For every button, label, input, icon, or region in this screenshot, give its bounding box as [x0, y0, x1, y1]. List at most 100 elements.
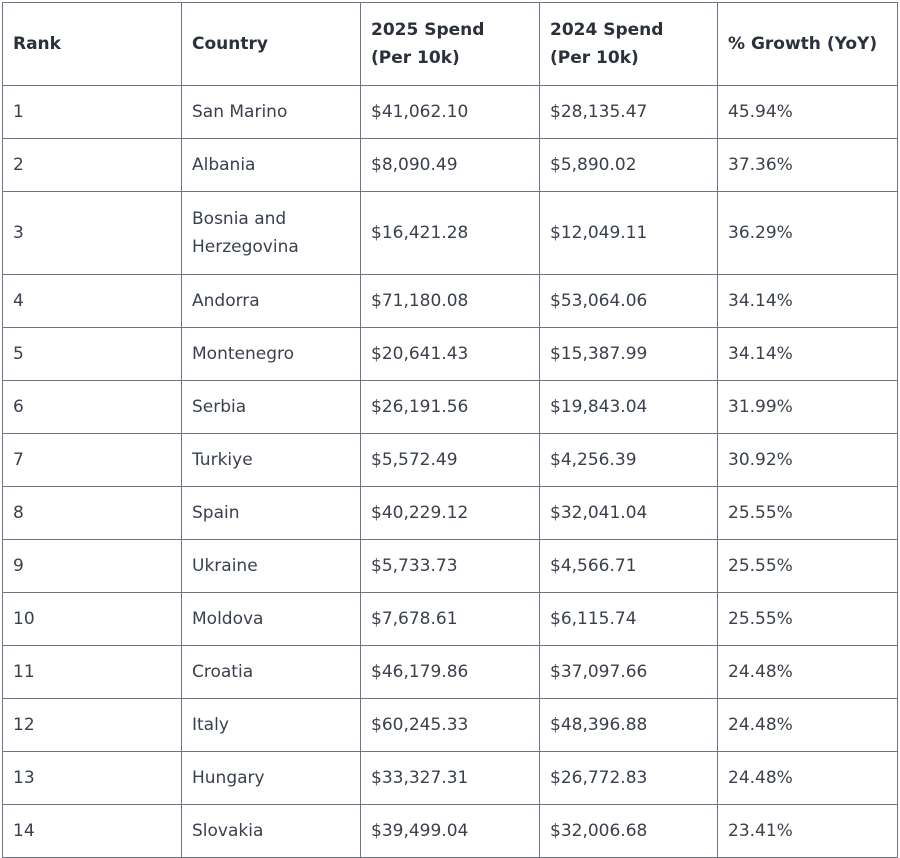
cell-rank: 10 — [2, 592, 182, 646]
cell-country: Slovakia — [181, 804, 361, 858]
cell-country: Bosnia and Herzegovina — [181, 191, 361, 275]
cell-country: Serbia — [181, 380, 361, 434]
table-row: 10 Moldova $7,678.61 $6,115.74 25.55% — [2, 592, 898, 646]
cell-spend-2025: $71,180.08 — [360, 274, 540, 328]
cell-growth: 45.94% — [717, 85, 898, 139]
table-row: 9 Ukraine $5,733.73 $4,566.71 25.55% — [2, 539, 898, 593]
cell-rank: 6 — [2, 380, 182, 434]
cell-growth: 30.92% — [717, 433, 898, 487]
cell-spend-2024: $4,566.71 — [539, 539, 718, 593]
cell-spend-2025: $8,090.49 — [360, 138, 540, 192]
cell-growth: 24.48% — [717, 645, 898, 699]
cell-country-line2: Herzegovina — [192, 237, 299, 257]
cell-spend-2025: $5,572.49 — [360, 433, 540, 487]
cell-country: Andorra — [181, 274, 361, 328]
cell-growth: 31.99% — [717, 380, 898, 434]
cell-country: Croatia — [181, 645, 361, 699]
header-rank: Rank — [2, 2, 182, 86]
cell-spend-2025: $7,678.61 — [360, 592, 540, 646]
cell-spend-2025: $46,179.86 — [360, 645, 540, 699]
cell-country: Spain — [181, 486, 361, 540]
cell-country: San Marino — [181, 85, 361, 139]
table-row: 4 Andorra $71,180.08 $53,064.06 34.14% — [2, 274, 898, 328]
cell-spend-2025: $39,499.04 — [360, 804, 540, 858]
cell-country: Italy — [181, 698, 361, 752]
cell-rank: 9 — [2, 539, 182, 593]
cell-rank: 12 — [2, 698, 182, 752]
cell-rank: 8 — [2, 486, 182, 540]
cell-rank: 2 — [2, 138, 182, 192]
cell-rank: 14 — [2, 804, 182, 858]
cell-spend-2025: $41,062.10 — [360, 85, 540, 139]
table-row: 11 Croatia $46,179.86 $37,097.66 24.48% — [2, 645, 898, 699]
cell-spend-2025: $26,191.56 — [360, 380, 540, 434]
header-country-label: Country — [192, 34, 268, 54]
cell-spend-2025: $20,641.43 — [360, 327, 540, 381]
cell-spend-2025: $16,421.28 — [360, 191, 540, 275]
cell-country: Ukraine — [181, 539, 361, 593]
cell-rank: 13 — [2, 751, 182, 805]
table-row: 12 Italy $60,245.33 $48,396.88 24.48% — [2, 698, 898, 752]
cell-spend-2024: $32,006.68 — [539, 804, 718, 858]
cell-growth: 36.29% — [717, 191, 898, 275]
cell-spend-2025: $60,245.33 — [360, 698, 540, 752]
header-country: Country — [181, 2, 361, 86]
cell-spend-2024: $37,097.66 — [539, 645, 718, 699]
header-growth: % Growth (YoY) — [717, 2, 898, 86]
cell-spend-2024: $12,049.11 — [539, 191, 718, 275]
cell-rank: 3 — [2, 191, 182, 275]
cell-growth: 25.55% — [717, 486, 898, 540]
header-growth-label: % Growth (YoY) — [728, 34, 878, 54]
cell-country: Turkiye — [181, 433, 361, 487]
table-header-row: Rank Country 2025 Spend (Per 10k) 2024 Sp… — [2, 2, 898, 86]
cell-growth: 24.48% — [717, 751, 898, 805]
table-row: 5 Montenegro $20,641.43 $15,387.99 34.14… — [2, 327, 898, 381]
header-spend-2024: 2024 Spend (Per 10k) — [539, 2, 718, 86]
cell-country: Montenegro — [181, 327, 361, 381]
cell-growth: 24.48% — [717, 698, 898, 752]
cell-country: Albania — [181, 138, 361, 192]
cell-country-line1: Bosnia and — [192, 209, 287, 229]
cell-rank: 11 — [2, 645, 182, 699]
header-rank-label: Rank — [13, 34, 61, 54]
cell-country: Moldova — [181, 592, 361, 646]
header-spend-2025-line2: (Per 10k) — [371, 48, 460, 68]
cell-growth: 34.14% — [717, 274, 898, 328]
cell-spend-2024: $5,890.02 — [539, 138, 718, 192]
cell-growth: 23.41% — [717, 804, 898, 858]
cell-spend-2024: $4,256.39 — [539, 433, 718, 487]
table-row: 8 Spain $40,229.12 $32,041.04 25.55% — [2, 486, 898, 540]
cell-rank: 1 — [2, 85, 182, 139]
table-row: 2 Albania $8,090.49 $5,890.02 37.36% — [2, 138, 898, 192]
cell-rank: 5 — [2, 327, 182, 381]
cell-spend-2024: $26,772.83 — [539, 751, 718, 805]
table-row: 1 San Marino $41,062.10 $28,135.47 45.94… — [2, 85, 898, 139]
cell-spend-2024: $19,843.04 — [539, 380, 718, 434]
table-row: 6 Serbia $26,191.56 $19,843.04 31.99% — [2, 380, 898, 434]
header-spend-2025: 2025 Spend (Per 10k) — [360, 2, 540, 86]
cell-spend-2024: $48,396.88 — [539, 698, 718, 752]
cell-spend-2024: $6,115.74 — [539, 592, 718, 646]
header-spend-2024-line1: 2024 Spend — [550, 20, 664, 40]
cell-growth: 34.14% — [717, 327, 898, 381]
cell-growth: 37.36% — [717, 138, 898, 192]
table-row: 13 Hungary $33,327.31 $26,772.83 24.48% — [2, 751, 898, 805]
header-spend-2025-line1: 2025 Spend — [371, 20, 485, 40]
cell-growth: 25.55% — [717, 592, 898, 646]
cell-country: Hungary — [181, 751, 361, 805]
cell-spend-2025: $40,229.12 — [360, 486, 540, 540]
cell-spend-2025: $33,327.31 — [360, 751, 540, 805]
cell-rank: 7 — [2, 433, 182, 487]
cell-growth: 25.55% — [717, 539, 898, 593]
header-spend-2024-line2: (Per 10k) — [550, 48, 639, 68]
cell-spend-2024: $28,135.47 — [539, 85, 718, 139]
table-row: 7 Turkiye $5,572.49 $4,256.39 30.92% — [2, 433, 898, 487]
cell-spend-2024: $15,387.99 — [539, 327, 718, 381]
table-row: 14 Slovakia $39,499.04 $32,006.68 23.41% — [2, 804, 898, 858]
cell-spend-2024: $32,041.04 — [539, 486, 718, 540]
cell-spend-2024: $53,064.06 — [539, 274, 718, 328]
cell-spend-2025: $5,733.73 — [360, 539, 540, 593]
cell-rank: 4 — [2, 274, 182, 328]
table-row: 3 Bosnia and Herzegovina $16,421.28 $12,0… — [2, 191, 898, 275]
